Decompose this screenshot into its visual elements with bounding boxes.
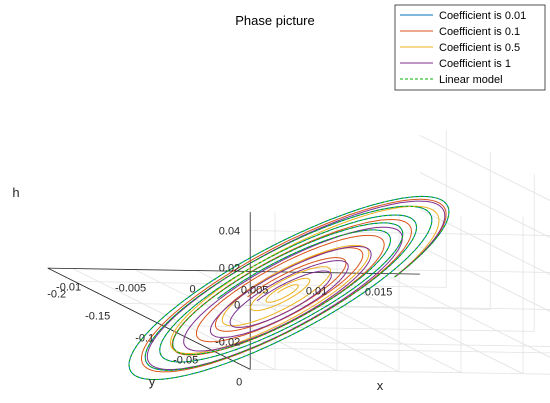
grid-line-x-floor <box>134 269 338 372</box>
grid-line-h-side <box>419 172 550 238</box>
series-line <box>140 198 447 373</box>
grid-line-h-back <box>250 304 550 310</box>
chart-title: Phase picture <box>235 13 315 28</box>
legend-label: Coefficient is 1 <box>439 58 511 70</box>
x-tick-label: 0 <box>190 284 196 296</box>
grid-line-h-back <box>250 341 550 347</box>
series-line <box>170 205 440 354</box>
z-tick-label: 0.04 <box>219 226 240 238</box>
z-axis-label: h <box>12 185 19 200</box>
y-tick-label: 0 <box>236 376 242 388</box>
grid-line-y-floor <box>74 280 447 288</box>
grid-line-y-floor <box>162 324 535 332</box>
tick-labels: -0.01 -0.005 0 0.005 0.01 0.0150-0.05-0.1-0.1… <box>47 226 392 389</box>
legend-label: Coefficient is 0.1 <box>439 26 520 38</box>
grid-line-y-floor <box>250 368 550 375</box>
z-tick-label: -0.02 <box>215 337 240 349</box>
y-axis-line <box>47 267 251 370</box>
x-tick-label: 0.005 <box>241 285 269 297</box>
x-tick-label: -0.01 <box>56 282 81 294</box>
grid-line-x-floor <box>382 273 550 358</box>
grid-line-h-side <box>419 135 550 201</box>
y-tick-label: -0.2 <box>47 288 66 300</box>
legend-label: Coefficient is 0.5 <box>439 42 520 54</box>
y-tick-label: -0.15 <box>85 310 110 322</box>
grid-line-y-floor <box>206 346 550 354</box>
grid-line-x-floor <box>196 270 400 373</box>
x-tick-label: 0.015 <box>365 287 393 299</box>
grid-line-x-floor <box>320 272 524 375</box>
legend-label: Linear model <box>439 74 503 86</box>
y-axis-label: y <box>149 374 156 389</box>
axes-panes <box>47 116 550 375</box>
grid-line-h-side <box>419 246 550 312</box>
grid-line-h-side <box>419 209 550 275</box>
z-tick-label: 0 <box>234 300 240 312</box>
trajectories <box>128 195 450 380</box>
y-tick-label: -0.05 <box>173 354 198 366</box>
y-tick-label: -0.1 <box>135 332 154 344</box>
legend: Coefficient is 0.01 Coefficient is 0.1 Coe… <box>394 4 546 91</box>
legend-label: Coefficient is 0.01 <box>439 10 526 22</box>
side-pane <box>419 116 550 340</box>
x-axis-label: x <box>377 378 384 393</box>
z-tick-label: 0.02 <box>219 263 240 275</box>
x-tick-label: 0.01 <box>306 286 327 298</box>
x-tick-label: -0.005 <box>115 283 146 295</box>
grid-line-y-floor <box>118 302 491 310</box>
grid-line-x-floor <box>258 271 462 374</box>
